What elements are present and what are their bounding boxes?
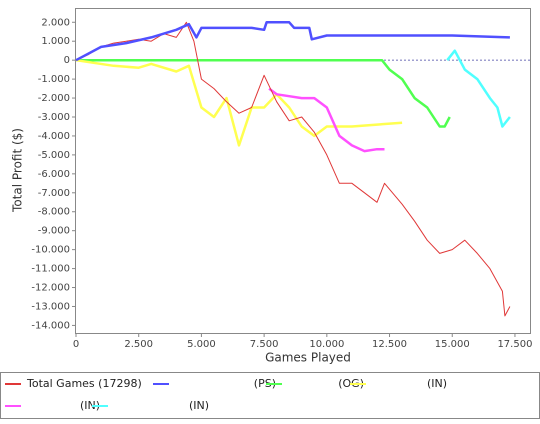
x-tick-label: 10.000 [309, 339, 344, 350]
y-tick-label: 2.000 [41, 17, 70, 28]
y-tick-label: -5.000 [38, 150, 70, 161]
series-line [75, 21, 510, 62]
y-tick-label: -2.000 [38, 93, 70, 104]
legend-label: (IN) [427, 377, 447, 390]
x-tick-label: 2.500 [124, 339, 153, 350]
y-tick-label: -11.000 [31, 264, 70, 275]
x-axis-label: Games Played [265, 351, 351, 365]
x-tick-label: 12.500 [372, 339, 407, 350]
series-line [446, 49, 511, 128]
y-tick-label: 1.000 [41, 36, 70, 47]
y-tick-label: -9.000 [38, 226, 70, 237]
y-tick-label: -13.000 [31, 301, 70, 312]
series-line [76, 58, 451, 128]
legend [0, 372, 540, 419]
legend-label: Total Games (17298) [26, 377, 142, 390]
plot-area [75, 8, 531, 334]
x-tick-label: 0 [73, 339, 79, 350]
y-tick-label: -8.000 [38, 207, 70, 218]
series-line [268, 87, 385, 153]
legend-label: (PS) [254, 377, 276, 390]
legend-label: (IN) [80, 399, 100, 412]
y-tick-label: -6.000 [38, 169, 70, 180]
y-tick-label: -7.000 [38, 188, 70, 199]
series-line [75, 21, 511, 317]
series-line [75, 58, 403, 147]
y-tick-label: -10.000 [31, 245, 70, 256]
x-tick-label: 17.500 [497, 339, 532, 350]
x-tick-label: 15.000 [435, 339, 470, 350]
y-tick-label: -14.000 [31, 320, 70, 331]
y-tick-label: 0 [64, 55, 70, 66]
x-tick-label: 7.500 [250, 339, 279, 350]
y-tick-label: -12.000 [31, 283, 70, 294]
x-tick-label: 5.000 [187, 339, 216, 350]
y-tick-label: -4.000 [38, 131, 70, 142]
y-axis-label: Total Profit ($) [11, 128, 25, 213]
y-tick-label: -1.000 [38, 74, 70, 85]
legend-label: (IN) [189, 399, 209, 412]
y-tick-label: -3.000 [38, 112, 70, 123]
